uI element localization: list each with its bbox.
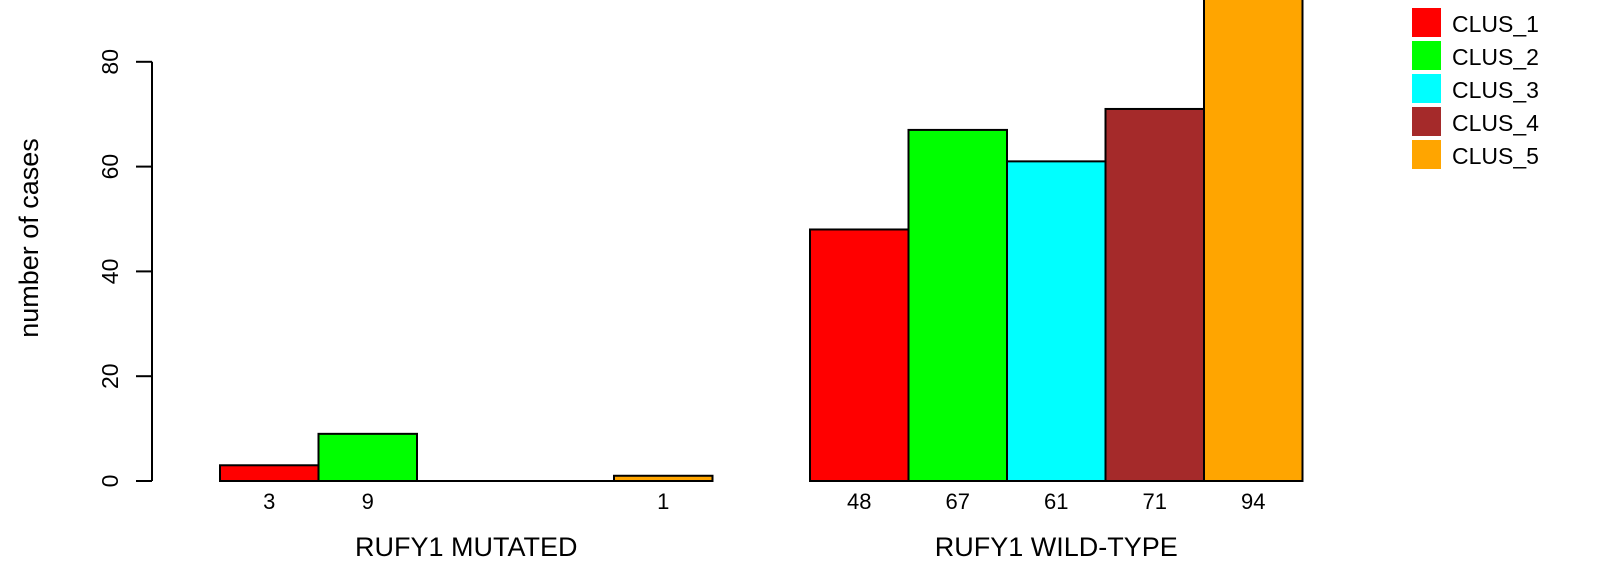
y-tick-label-60: 60 <box>97 154 123 180</box>
legend-label-clus_1: CLUS_1 <box>1452 11 1539 37</box>
count-labels: 3 9 1 48 67 61 71 94 <box>263 489 1265 514</box>
legend: CLUS_1 CLUS_2 CLUS_3 CLUS_4 CLUS_5 <box>1412 8 1539 169</box>
count-label: 48 <box>847 489 871 514</box>
bar-rufy1-wild-type-clus_3 <box>1006 160 1107 483</box>
count-label: 1 <box>657 489 669 514</box>
bar-rufy1-mutated-clus_2 <box>317 432 418 482</box>
y-tick-label-80: 80 <box>97 49 123 75</box>
legend-swatch-clus_4 <box>1412 107 1441 136</box>
bar-rufy1-wild-type-clus_1 <box>809 228 910 482</box>
count-label: 61 <box>1044 489 1068 514</box>
legend-swatch-clus_1 <box>1412 8 1441 37</box>
group-labels: RUFY1 MUTATED RUFY1 WILD-TYPE <box>355 532 1178 562</box>
y-axis-title: number of cases <box>14 138 44 338</box>
y-tick-label-0: 0 <box>97 475 123 488</box>
bar-rufy1-mutated-clus_1 <box>219 464 320 482</box>
bar-rufy1-mutated-clus_5 <box>613 474 714 483</box>
bar-rufy1-wild-type-clus_5 <box>1203 0 1304 482</box>
count-label: 94 <box>1241 489 1265 514</box>
bar-rufy1-wild-type-clus_2 <box>907 128 1008 482</box>
count-label: 67 <box>946 489 970 514</box>
legend-swatch-clus_5 <box>1412 140 1441 169</box>
count-label: 9 <box>362 489 374 514</box>
count-label: 3 <box>263 489 275 514</box>
count-label: 71 <box>1143 489 1167 514</box>
legend-swatch-clus_3 <box>1412 74 1441 103</box>
group-label: RUFY1 MUTATED <box>355 532 578 562</box>
bars <box>219 0 1304 483</box>
bar-rufy1-wild-type-clus_4 <box>1104 107 1205 483</box>
legend-label-clus_5: CLUS_5 <box>1452 143 1539 169</box>
legend-label-clus_4: CLUS_4 <box>1452 110 1539 136</box>
legend-swatch-clus_2 <box>1412 41 1441 70</box>
group-label: RUFY1 WILD-TYPE <box>935 532 1178 562</box>
legend-label-clus_2: CLUS_2 <box>1452 44 1539 70</box>
y-axis: 0 20 40 60 80 <box>97 49 153 488</box>
y-tick-label-40: 40 <box>97 259 123 285</box>
y-tick-label-20: 20 <box>97 363 123 389</box>
legend-label-clus_3: CLUS_3 <box>1452 77 1539 103</box>
